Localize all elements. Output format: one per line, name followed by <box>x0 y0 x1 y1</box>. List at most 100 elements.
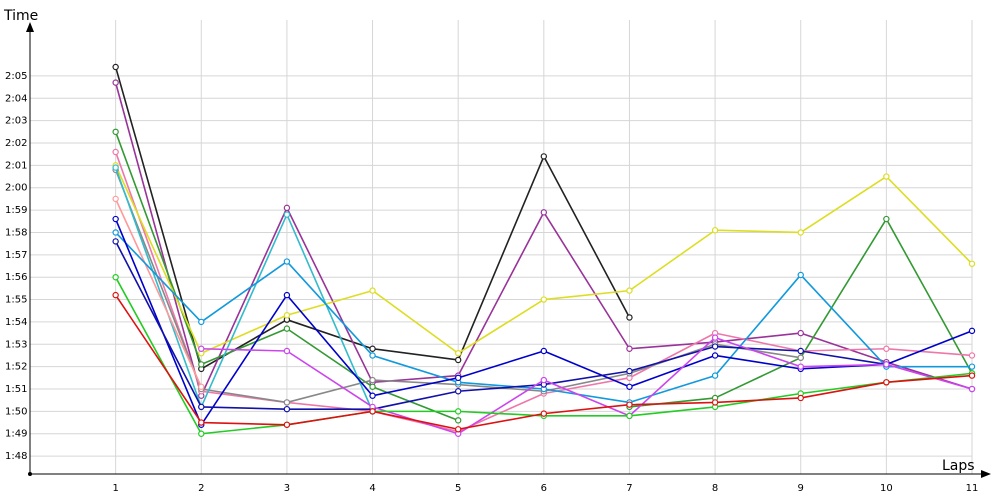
data-point <box>198 403 205 411</box>
data-point <box>883 379 890 386</box>
data-point <box>626 287 633 294</box>
data-point <box>112 229 119 236</box>
data-point <box>454 356 462 364</box>
y-tick-label: 2:00 <box>5 183 27 194</box>
y-tick-label: 2:03 <box>5 116 27 127</box>
y-tick-label: 1:55 <box>5 295 27 306</box>
data-point <box>283 258 291 265</box>
data-point <box>797 394 804 402</box>
y-tick-label: 1:56 <box>5 272 27 283</box>
data-point <box>968 372 976 379</box>
data-point <box>369 408 376 415</box>
data-point <box>797 354 804 361</box>
axis-origin-dot <box>28 472 32 476</box>
data-point <box>626 383 633 390</box>
tick-labels: 1:48 1:49 1:50 1:51 1:52 1:53 1:54 1:55 1:56 1:57… <box>5 71 978 494</box>
x-tick-label: 6 <box>541 483 547 494</box>
data-point <box>112 195 119 203</box>
data-point <box>968 327 976 335</box>
data-point <box>112 164 119 171</box>
y-tick-label: 1:48 <box>5 451 27 462</box>
data-point <box>369 383 376 390</box>
data-point <box>283 421 291 428</box>
y-tick-label: 1:53 <box>5 339 27 350</box>
data-point <box>454 388 462 395</box>
data-point <box>283 405 291 413</box>
y-tick-label: 1:50 <box>5 406 27 417</box>
data-point <box>369 352 376 359</box>
data-point <box>711 343 719 350</box>
x-tick-label: 2 <box>198 483 204 494</box>
data-point <box>540 209 548 216</box>
data-point <box>626 314 633 321</box>
data-point <box>797 271 804 279</box>
series-line <box>114 241 887 410</box>
x-axis-arrow-icon <box>981 470 991 478</box>
data-point <box>369 376 376 384</box>
data-point <box>540 347 548 355</box>
x-tick-label: 10 <box>880 483 893 494</box>
y-tick-label: 1:58 <box>5 227 27 238</box>
data-point <box>283 211 291 218</box>
data-point <box>198 419 205 426</box>
series-10 <box>112 229 976 406</box>
series-line <box>114 167 374 412</box>
data-point <box>883 345 890 352</box>
series-9 <box>112 195 205 390</box>
series-13 <box>198 334 976 437</box>
data-point <box>369 345 376 352</box>
data-point <box>198 361 205 368</box>
data-point <box>369 392 376 399</box>
series <box>112 63 976 437</box>
x-tick-label: 9 <box>798 483 804 494</box>
data-point <box>968 363 976 370</box>
series-3 <box>112 128 462 424</box>
data-point <box>112 238 119 245</box>
y-tick-label: 1:49 <box>5 429 27 440</box>
x-tick-label: 8 <box>712 483 718 494</box>
data-point <box>797 229 804 236</box>
data-point <box>540 296 548 303</box>
y-tick-label: 1:57 <box>5 250 27 261</box>
x-tick-label: 7 <box>626 483 632 494</box>
data-point <box>711 352 719 359</box>
data-point <box>283 347 291 355</box>
y-tick-label: 2:02 <box>5 138 27 149</box>
data-point <box>626 345 633 352</box>
y-axis-arrow-icon <box>26 22 34 32</box>
grid <box>30 20 973 474</box>
data-point <box>883 215 890 223</box>
data-point <box>626 401 633 408</box>
x-tick-label: 5 <box>455 483 461 494</box>
data-point <box>540 410 548 417</box>
x-axis-title: Laps <box>942 458 975 474</box>
data-point <box>283 312 291 319</box>
data-point <box>968 385 976 393</box>
data-point <box>454 426 462 433</box>
data-point <box>711 334 719 341</box>
data-point <box>711 227 719 234</box>
data-point <box>112 215 119 223</box>
data-point <box>540 153 548 160</box>
data-point <box>968 260 976 267</box>
series-1 <box>112 63 633 373</box>
y-tick-label: 1:51 <box>5 384 27 395</box>
series-line <box>201 336 973 435</box>
data-point <box>626 412 633 420</box>
series-6 <box>112 162 976 357</box>
data-point <box>797 347 804 355</box>
x-tick-label: 11 <box>966 483 979 494</box>
data-point <box>968 352 976 359</box>
series-line <box>114 198 203 388</box>
axes: Time Laps <box>3 8 991 478</box>
series-12 <box>112 238 890 413</box>
data-point <box>711 372 719 379</box>
data-point <box>112 63 119 71</box>
data-point <box>711 399 719 406</box>
y-tick-label: 2:05 <box>5 71 27 82</box>
x-tick-label: 4 <box>369 483 375 494</box>
y-tick-label: 1:54 <box>5 317 27 328</box>
data-point <box>112 273 119 281</box>
data-point <box>198 318 205 326</box>
